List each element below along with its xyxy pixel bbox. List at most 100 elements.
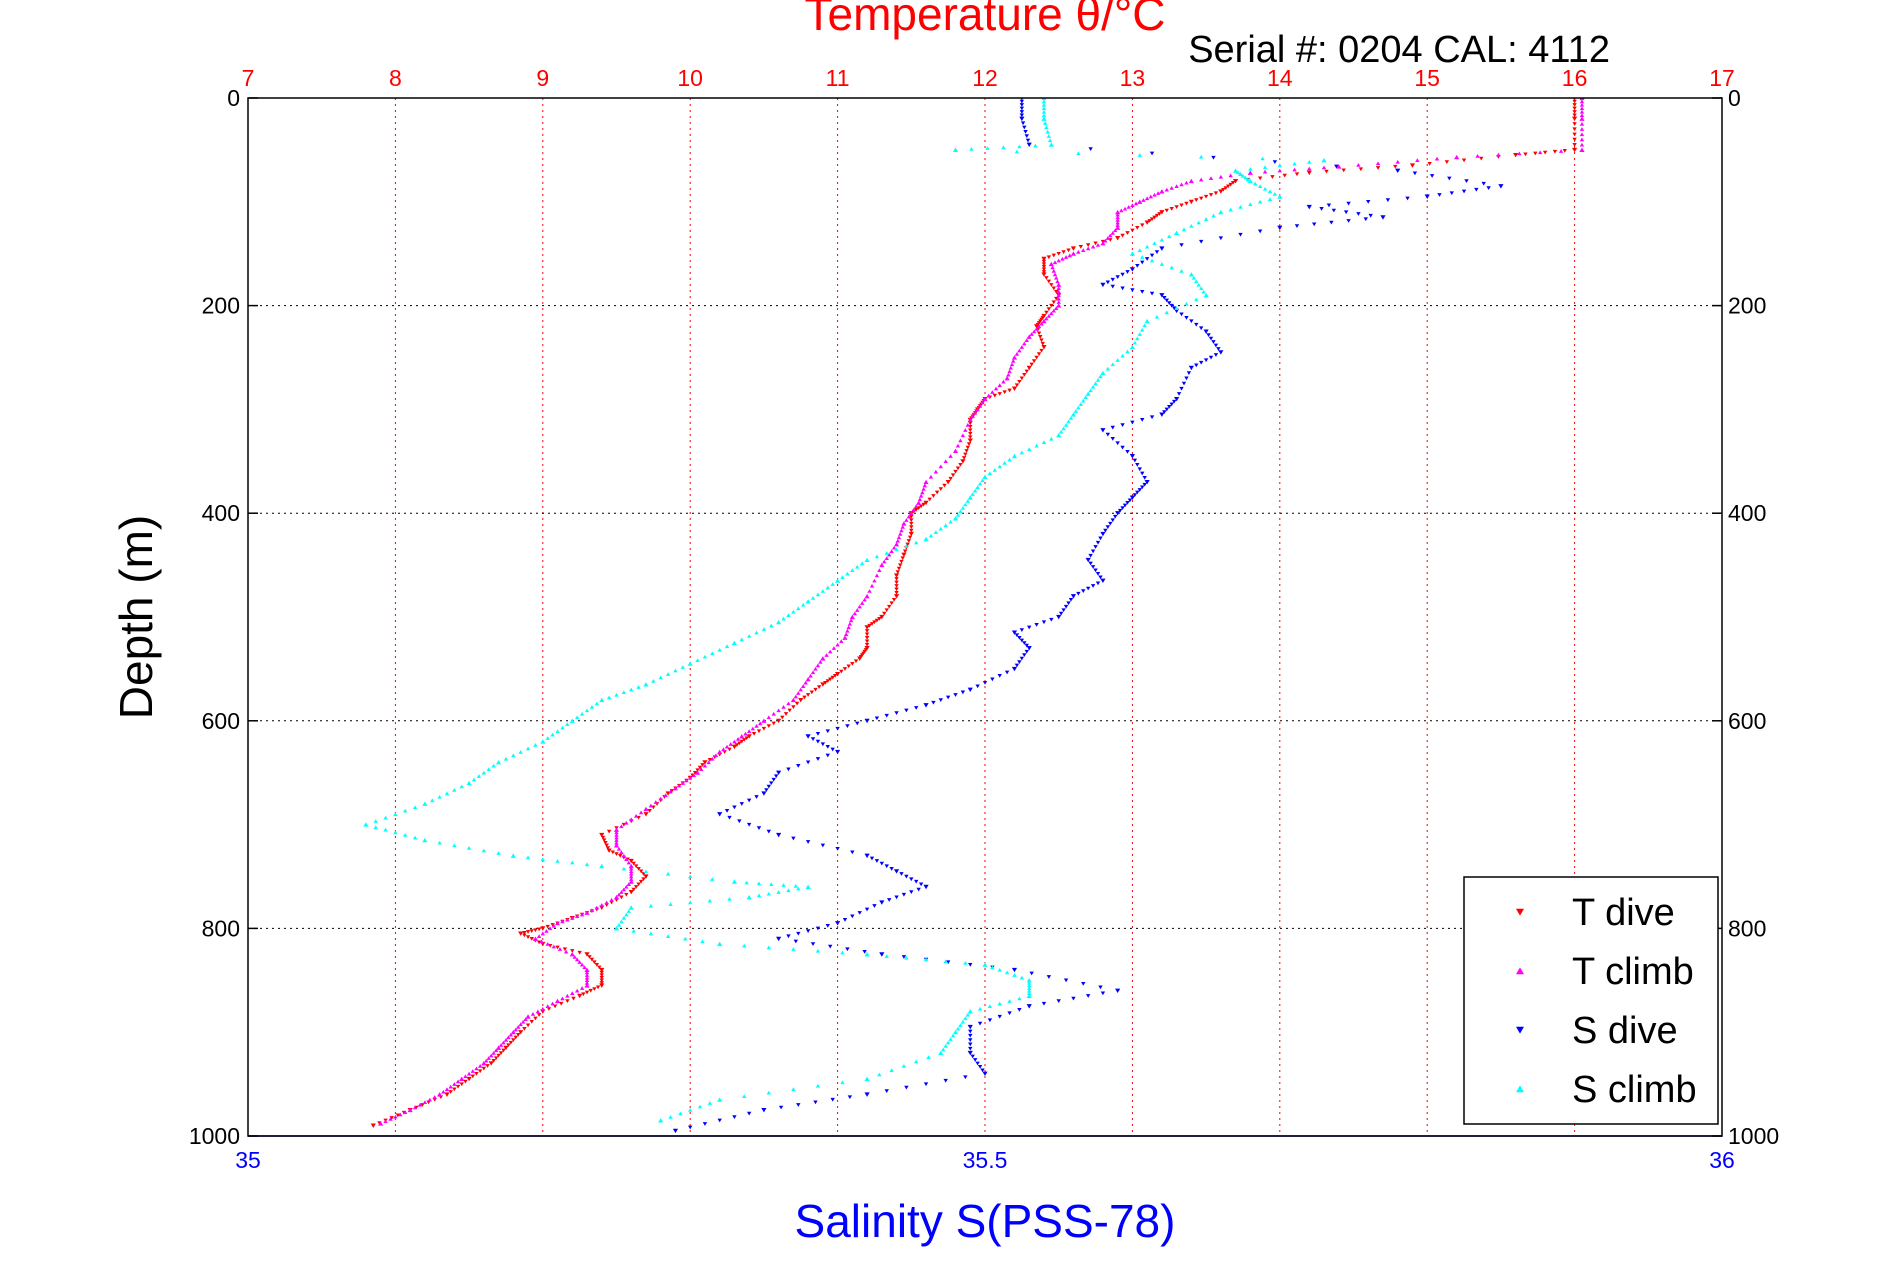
data-point bbox=[1046, 279, 1052, 284]
data-point bbox=[551, 923, 557, 928]
data-point bbox=[830, 582, 835, 586]
data-point bbox=[604, 903, 609, 908]
data-point bbox=[766, 891, 772, 896]
data-point bbox=[614, 852, 619, 856]
data-point bbox=[1085, 391, 1091, 396]
data-point bbox=[1129, 495, 1135, 500]
data-point bbox=[525, 1014, 531, 1019]
data-point bbox=[894, 580, 899, 585]
data-point bbox=[835, 847, 840, 851]
data-point bbox=[845, 947, 850, 952]
data-point bbox=[1041, 1001, 1047, 1006]
data-point bbox=[1346, 219, 1351, 223]
data-point bbox=[992, 393, 998, 398]
data-point bbox=[1120, 506, 1125, 510]
data-point bbox=[616, 892, 622, 897]
data-point bbox=[1194, 279, 1199, 284]
data-point bbox=[1152, 192, 1157, 197]
data-point bbox=[761, 1107, 767, 1113]
data-point bbox=[1174, 184, 1179, 188]
data-point bbox=[1579, 99, 1585, 104]
data-point bbox=[629, 874, 634, 879]
data-point bbox=[815, 1083, 821, 1088]
data-point bbox=[545, 941, 550, 946]
depth-tick-label-left: 800 bbox=[202, 915, 240, 941]
data-point bbox=[633, 864, 639, 869]
data-point bbox=[665, 934, 671, 938]
data-point bbox=[815, 663, 821, 668]
data-point bbox=[848, 618, 854, 623]
depth-tick-label-left: 200 bbox=[202, 293, 240, 319]
data-point bbox=[970, 414, 975, 419]
data-point bbox=[1363, 217, 1368, 222]
data-point bbox=[798, 697, 804, 703]
data-point bbox=[761, 627, 767, 631]
data-point bbox=[754, 724, 759, 728]
data-point bbox=[724, 744, 730, 749]
data-point bbox=[466, 845, 472, 850]
data-point bbox=[1155, 191, 1161, 195]
data-point bbox=[1007, 999, 1012, 1003]
data-point bbox=[1380, 215, 1386, 220]
data-point bbox=[923, 1082, 929, 1087]
data-point bbox=[1159, 246, 1165, 251]
data-point bbox=[1169, 265, 1174, 270]
data-point bbox=[1050, 265, 1055, 270]
data-point bbox=[1115, 215, 1120, 220]
data-point bbox=[1085, 243, 1091, 248]
data-point bbox=[1113, 228, 1118, 233]
data-point bbox=[815, 757, 821, 761]
data-point bbox=[1479, 156, 1484, 161]
data-point bbox=[1100, 428, 1106, 433]
data-point bbox=[864, 639, 870, 644]
data-point bbox=[776, 718, 782, 724]
data-point bbox=[393, 812, 398, 816]
data-point bbox=[724, 644, 730, 649]
data-point bbox=[1257, 184, 1263, 188]
data-point bbox=[1226, 184, 1231, 189]
data-point bbox=[1108, 521, 1113, 526]
data-point bbox=[864, 1076, 870, 1081]
data-point bbox=[1011, 453, 1018, 459]
data-point bbox=[513, 1027, 518, 1032]
data-point bbox=[503, 756, 509, 761]
series-s-dive bbox=[672, 98, 1504, 1134]
data-point bbox=[1090, 584, 1096, 588]
data-point bbox=[1533, 151, 1538, 156]
data-point bbox=[893, 573, 900, 578]
data-point bbox=[1023, 129, 1028, 134]
data-point bbox=[477, 1069, 483, 1074]
data-point bbox=[1292, 167, 1297, 172]
data-point bbox=[373, 825, 378, 829]
temperature-tick-label: 11 bbox=[826, 65, 850, 91]
data-point bbox=[923, 957, 929, 962]
data-point bbox=[1004, 375, 1010, 381]
legend-label: T climb bbox=[1572, 951, 1694, 993]
data-point bbox=[943, 1044, 948, 1048]
data-point bbox=[1034, 355, 1039, 360]
data-point bbox=[597, 965, 602, 970]
temperature-tick-label: 10 bbox=[677, 65, 703, 91]
data-point bbox=[1011, 386, 1018, 391]
data-point bbox=[758, 721, 763, 726]
data-point bbox=[982, 962, 988, 967]
data-point bbox=[1141, 198, 1146, 202]
data-point bbox=[1169, 185, 1174, 190]
data-point bbox=[688, 1108, 693, 1112]
data-point bbox=[894, 547, 899, 552]
data-point bbox=[1176, 392, 1182, 396]
data-point bbox=[1046, 307, 1052, 312]
data-point bbox=[599, 978, 604, 983]
data-point bbox=[697, 765, 703, 770]
data-point bbox=[1022, 341, 1027, 346]
data-point bbox=[1014, 663, 1020, 668]
data-point bbox=[1120, 233, 1125, 238]
data-point bbox=[1056, 999, 1061, 1004]
data-point bbox=[1008, 365, 1013, 370]
data-point bbox=[636, 866, 641, 871]
data-point bbox=[975, 485, 980, 490]
data-point bbox=[1085, 586, 1091, 591]
data-point bbox=[614, 833, 619, 837]
data-point bbox=[963, 428, 968, 432]
data-point bbox=[614, 838, 619, 842]
